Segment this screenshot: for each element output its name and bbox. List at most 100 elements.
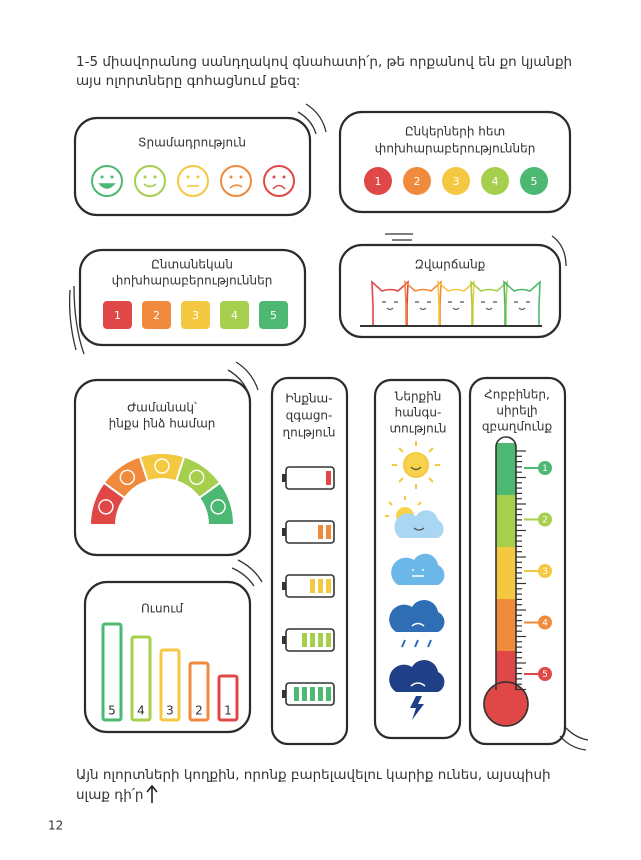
study-bar [188,661,210,722]
face-eye [143,175,147,179]
cat-outline [503,280,541,326]
mood-title: Տրամադրություն [138,136,246,150]
thermo-marker [538,564,552,578]
footer-line: Այն ոլորտների կողքին, որոնք բարելավելու … [76,767,551,783]
face-eye [100,175,104,179]
scale-circle [364,167,392,195]
face-outline [134,165,166,197]
sketch-lines [231,559,263,587]
fun-box [338,243,562,339]
battery-cell [302,687,307,701]
battery-cell [326,579,331,593]
face-eye [229,175,233,179]
cat-face [514,301,530,311]
battery-cell [310,633,315,647]
sketch-lines [227,361,259,393]
gauge-face [98,499,114,515]
face-mouth [229,184,243,189]
cat-face [448,301,464,311]
face-eye [272,175,276,179]
fun-title: Զվարճանք [415,258,486,272]
scale-circle [442,167,470,195]
family-scale: 1 2 3 4 5 [103,301,288,329]
face-outline [91,165,123,197]
face-mouth [143,183,157,188]
battery-cell [294,687,299,701]
thermo-segment [496,495,516,547]
thermo-marker [538,615,552,630]
study-bar [159,648,181,722]
gauge [88,452,236,526]
thermo-bulb [483,681,529,727]
friends-title: փոխհարաբերություններ [375,142,536,156]
battery-cell [326,471,331,485]
family-title: Ընտանեկան [151,258,233,272]
scale-number: 2 [414,175,421,188]
battery-cell [326,687,331,701]
face-outline [220,165,252,197]
arrow-icon [146,784,158,803]
scale-square [142,301,171,329]
batteries [282,466,335,706]
mood-box [73,116,312,217]
family-box [78,248,307,347]
study-title: Ուսում [141,602,183,616]
sketch-lines [559,727,589,751]
thermo-number: 2 [542,516,548,526]
self-box [270,376,349,746]
battery-cell [310,579,315,593]
face-eye [110,175,114,179]
cat-outline [470,280,508,326]
friends-scale: 1 2 3 4 5 [364,167,548,195]
battery-cell [326,525,331,539]
sketch-lines [297,103,327,135]
battery-cap [282,690,286,698]
battery-cap [282,582,286,590]
weather-icons [385,441,445,720]
scale-number: 3 [453,175,460,188]
battery-cell [318,687,323,701]
gauge-face [188,469,205,485]
thermo-marker [538,461,552,475]
study-number: 4 [137,704,145,718]
battery-cell [318,633,323,647]
thermo-number: 5 [542,670,548,680]
scale-number: 3 [192,309,199,322]
face-outline [177,165,209,197]
cat-outline [437,280,475,326]
face-icon [220,165,252,197]
hobbies-title: Հոբբիներ, [484,388,550,402]
scale-circle [481,167,509,195]
battery-cap [282,474,286,482]
battery-cell [318,525,323,539]
sketch-lines [385,233,567,267]
thermo-segment [496,547,516,599]
scale-number: 5 [270,309,277,322]
time-title: ինքս ինձ համար [109,417,216,431]
scale-square [103,301,132,329]
study-number: 2 [195,704,203,718]
gauge-face [210,499,226,515]
study-number: 1 [224,704,232,718]
face-mouth [98,183,116,189]
study-bar [130,635,152,722]
face-mouth [272,184,286,190]
thermo-segment [496,599,516,651]
gauge-face [154,458,170,474]
cat-outline [371,280,409,326]
scale-square [181,301,210,329]
rain-cloud-icon [389,599,445,648]
gauge-segment [197,481,236,526]
peace-box [373,378,462,740]
hobbies-title: սիրելի [496,404,537,418]
gauge-face [119,469,136,485]
face-eye [282,175,286,179]
face-eye [196,175,200,179]
face-icon [177,165,209,197]
scale-number: 1 [114,309,121,322]
thermo-number: 3 [542,567,548,577]
thermo-marker [538,667,552,681]
scale-number: 2 [153,309,160,322]
sun-icon [392,441,440,489]
study-box [83,580,252,734]
